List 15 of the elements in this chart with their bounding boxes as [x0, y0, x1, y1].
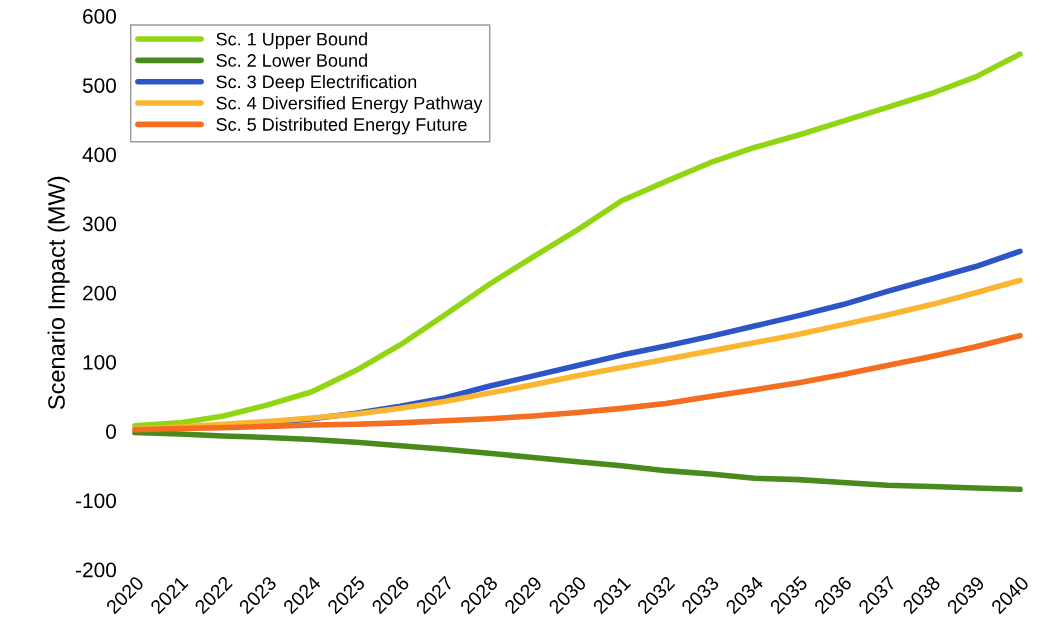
legend-label: Sc. 4 Diversified Energy Pathway — [216, 96, 483, 114]
y-tick-label: 500 — [82, 78, 116, 93]
legend-label: Sc. 2 Lower Bound — [216, 53, 367, 67]
legend-label: Sc. 1 Upper Bound — [216, 32, 367, 50]
legend-label: Sc. 3 Deep Electrification — [216, 74, 417, 92]
y-tick-label: 300 — [82, 216, 116, 232]
y-tick-label: 200 — [83, 285, 116, 301]
y-axis-title: Scenario Impact (MW) — [47, 176, 70, 410]
y-tick-label: 0 — [106, 424, 116, 439]
y-tick-label: 100 — [83, 355, 116, 370]
legend-label: Sc. 5 Distributed Energy Future — [216, 117, 467, 135]
y-tick-label: -200 — [76, 562, 116, 578]
y-tick-label: 600 — [83, 9, 116, 24]
y-tick-label: 400 — [82, 147, 116, 163]
y-tick-label: -100 — [76, 493, 116, 509]
